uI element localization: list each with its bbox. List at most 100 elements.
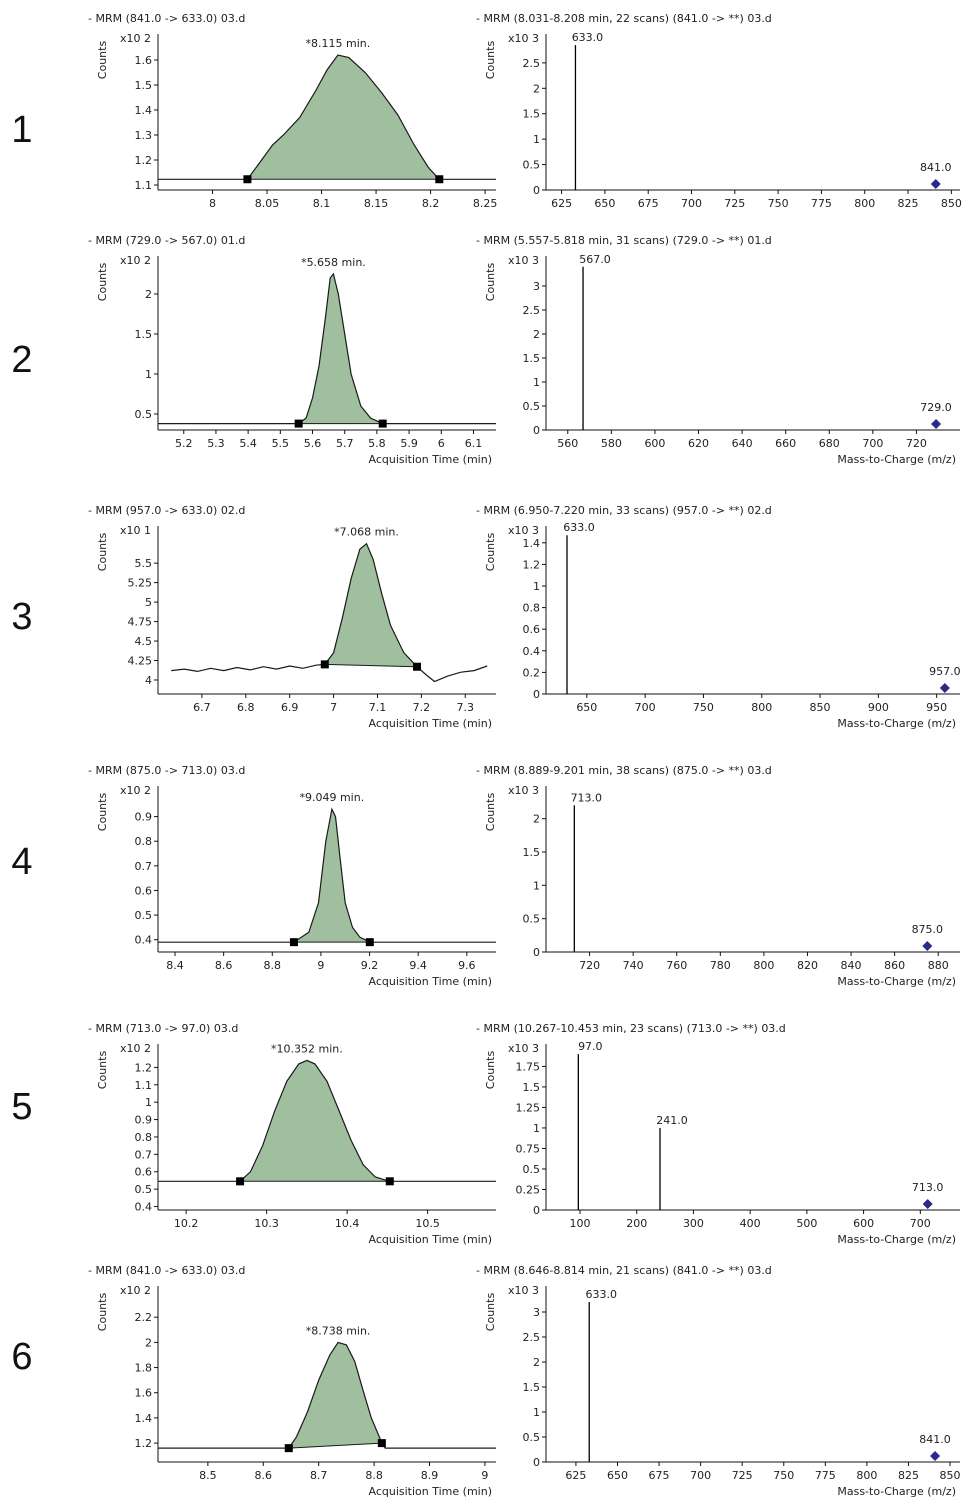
- y-axis-label: Counts: [484, 793, 497, 832]
- peak-area: [288, 1342, 382, 1449]
- y-tick-label: 1.1: [135, 1079, 153, 1092]
- y-tick-label: 0.4: [135, 1201, 153, 1214]
- y-tick-label: 1.2: [135, 1061, 153, 1074]
- x-tick-label: 200: [626, 1217, 647, 1230]
- row-number: 5: [11, 1086, 32, 1128]
- y-axis-label: Counts: [96, 793, 109, 832]
- panel-title: - MRM (841.0 -> 633.0) 03.d: [88, 12, 245, 25]
- panel-title: - MRM (8.031-8.208 min, 22 scans) (841.0…: [476, 12, 772, 25]
- precursor-label: 957.0: [929, 665, 961, 678]
- x-tick-label: 800: [854, 197, 875, 210]
- y-tick-label: 0.8: [523, 602, 541, 615]
- x-tick-label: 6.1: [465, 437, 483, 450]
- spectrum-panel: - MRM (8.646-8.814 min, 21 scans) (841.0…: [476, 1264, 961, 1498]
- x-tick-label: 10.5: [415, 1217, 440, 1230]
- peak-end-marker: [365, 938, 374, 947]
- peak-label: *8.738 min.: [306, 1324, 371, 1337]
- y-exponent: x10 3: [508, 784, 539, 797]
- y-tick-label: 0: [533, 688, 540, 701]
- spectrum-peak-label: 241.0: [656, 1114, 688, 1127]
- precursor-marker: [922, 1199, 933, 1209]
- x-tick-label: 740: [623, 959, 644, 972]
- y-tick-label: 1.6: [135, 54, 153, 67]
- y-exponent: x10 3: [508, 524, 539, 537]
- panel-title: - MRM (6.950-7.220 min, 33 scans) (957.0…: [476, 504, 772, 517]
- x-tick-label: 700: [862, 437, 883, 450]
- x-tick-label: 8.8: [264, 959, 282, 972]
- y-tick-label: 1.8: [135, 1362, 153, 1375]
- y-tick-label: 0.2: [523, 666, 541, 679]
- row-1: 1 - MRM (841.0 -> 633.0) 03.d Counts x10 2 1…: [11, 12, 961, 210]
- x-tick-label: 650: [594, 197, 615, 210]
- y-tick-label: 1: [145, 1096, 152, 1109]
- peak-start-marker: [243, 175, 252, 184]
- x-tick-label: 8.25: [473, 197, 498, 210]
- peak-label: *8.115 min.: [306, 37, 371, 50]
- y-tick-label: 2.5: [523, 1331, 541, 1344]
- panel-title: - MRM (5.557-5.818 min, 31 scans) (729.0…: [476, 234, 772, 247]
- y-tick-label: 1.4: [135, 1412, 153, 1425]
- y-axis-label: Counts: [484, 533, 497, 572]
- precursor-label: 875.0: [912, 923, 944, 936]
- y-tick-label: 0.25: [516, 1183, 541, 1196]
- x-tick-label: 6.8: [237, 701, 255, 714]
- y-tick-label: 1.4: [523, 537, 541, 550]
- x-tick-label: 8.9: [421, 1469, 439, 1482]
- y-tick-label: 1.5: [135, 328, 153, 341]
- row-number: 3: [11, 596, 32, 638]
- y-tick-label: 0.5: [523, 159, 541, 172]
- y-tick-label: 0.4: [135, 934, 153, 947]
- peak-label: *10.352 min.: [271, 1042, 343, 1055]
- y-tick-label: 1.75: [516, 1060, 541, 1073]
- x-tick-label: 10.4: [335, 1217, 360, 1230]
- y-tick-label: 4.5: [135, 635, 153, 648]
- y-axis-label: Counts: [96, 533, 109, 572]
- x-tick-label: 675: [638, 197, 659, 210]
- y-tick-label: 1: [533, 133, 540, 146]
- y-tick-label: 1: [145, 368, 152, 381]
- x-axis-label: Mass-to-Charge (m/z): [837, 1485, 956, 1498]
- x-tick-label: 9.6: [458, 959, 476, 972]
- precursor-marker: [930, 1451, 941, 1461]
- x-tick-label: 825: [898, 197, 919, 210]
- x-tick-label: 800: [753, 959, 774, 972]
- y-axis-label: Counts: [484, 1051, 497, 1090]
- peak-start-marker: [236, 1177, 245, 1186]
- x-tick-label: 580: [601, 437, 622, 450]
- y-tick-label: 1.4: [135, 104, 153, 117]
- x-tick-label: 625: [565, 1469, 586, 1482]
- peak-label: *5.658 min.: [301, 256, 366, 269]
- x-tick-label: 950: [926, 701, 947, 714]
- chromatogram-panel: - MRM (957.0 -> 633.0) 02.d Counts x10 1 4 4…: [88, 504, 496, 730]
- x-tick-label: 750: [693, 701, 714, 714]
- x-tick-label: 725: [724, 197, 745, 210]
- y-tick-label: 0: [533, 424, 540, 437]
- panel-title: - MRM (957.0 -> 633.0) 02.d: [88, 504, 245, 517]
- x-tick-label: 5.4: [239, 437, 257, 450]
- x-tick-label: 620: [688, 437, 709, 450]
- x-tick-label: 6.9: [281, 701, 299, 714]
- x-tick-label: 9.2: [361, 959, 379, 972]
- y-tick-label: 0.6: [523, 623, 541, 636]
- x-tick-label: 8.2: [422, 197, 440, 210]
- spectrum-peak-label: 633.0: [572, 31, 604, 44]
- x-tick-label: 9.4: [409, 959, 427, 972]
- x-tick-label: 5.8: [368, 437, 386, 450]
- y-tick-label: 3: [533, 1306, 540, 1319]
- x-tick-label: 850: [810, 701, 831, 714]
- x-tick-label: 500: [796, 1217, 817, 1230]
- x-tick-label: 675: [649, 1469, 670, 1482]
- x-tick-label: 780: [710, 959, 731, 972]
- y-tick-label: 2.2: [135, 1311, 153, 1324]
- x-tick-label: 10.3: [254, 1217, 279, 1230]
- y-tick-label: 1.5: [523, 846, 541, 859]
- row-number: 1: [11, 109, 32, 151]
- precursor-label: 841.0: [920, 161, 952, 174]
- peak-start-marker: [320, 660, 329, 669]
- panel-title: - MRM (875.0 -> 713.0) 03.d: [88, 764, 245, 777]
- precursor-marker: [922, 941, 933, 951]
- y-axis-label: Counts: [96, 1051, 109, 1090]
- y-exponent: x10 1: [120, 524, 151, 537]
- x-axis-label: Mass-to-Charge (m/z): [837, 975, 956, 988]
- y-axis-label: Counts: [484, 41, 497, 80]
